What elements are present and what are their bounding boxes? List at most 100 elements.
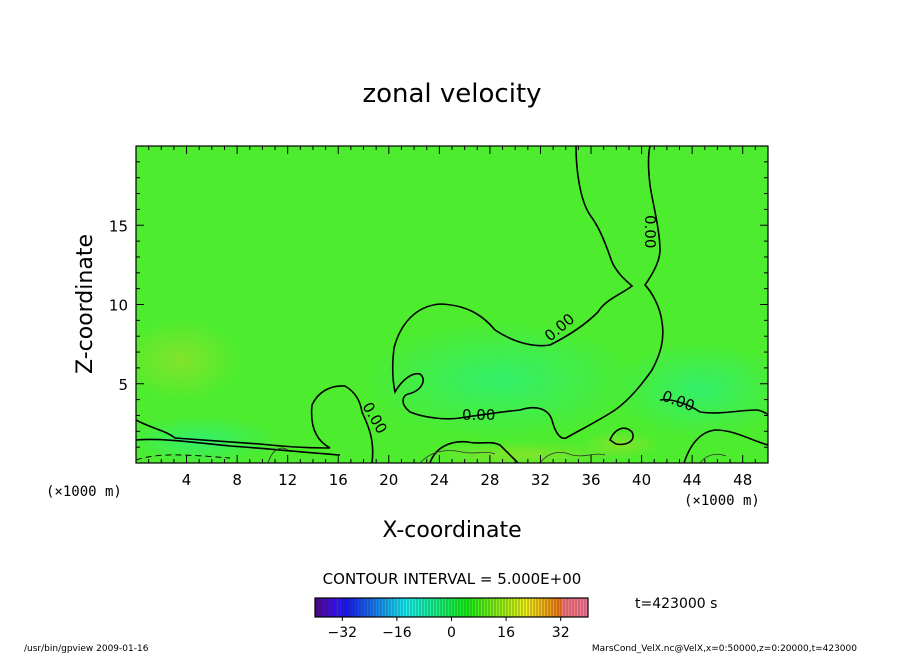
contour-label: 0.00 bbox=[462, 406, 495, 424]
colorbar-swatch bbox=[318, 598, 322, 617]
colorbar-swatch bbox=[339, 598, 343, 617]
colorbar-swatch bbox=[333, 598, 337, 617]
colorbar-swatch bbox=[573, 598, 577, 617]
thin-contours bbox=[267, 447, 727, 463]
x-units-left: (×1000 m) bbox=[46, 484, 122, 500]
colorbar-swatch bbox=[357, 598, 361, 617]
x-tick-label: 44 bbox=[683, 471, 702, 489]
negative-contour bbox=[136, 454, 231, 461]
colorbar-swatch bbox=[438, 598, 442, 617]
colorbar-swatch bbox=[429, 598, 433, 617]
colorbar-swatch bbox=[315, 598, 319, 617]
colorbar-swatch bbox=[567, 598, 571, 617]
colorbar-swatch bbox=[468, 598, 472, 617]
colorbar-swatch bbox=[375, 598, 379, 617]
colorbar-swatch bbox=[453, 598, 457, 617]
colorbar-swatch bbox=[399, 598, 403, 617]
x-tick-label: 36 bbox=[581, 471, 600, 489]
colorbar-swatch bbox=[564, 598, 568, 617]
colorbar-tick-label: −32 bbox=[328, 625, 358, 641]
colorbar-swatch bbox=[432, 598, 436, 617]
colorbar-swatch bbox=[459, 598, 463, 617]
colorbar-swatch bbox=[516, 598, 520, 617]
y-axis-label: Z-coordinate bbox=[73, 234, 98, 374]
footer-left: /usr/bin/gpview 2009-01-16 bbox=[24, 644, 149, 654]
colorbar-swatch bbox=[378, 598, 382, 617]
colorbar-swatch bbox=[342, 598, 346, 617]
colorbar-swatch bbox=[510, 598, 514, 617]
colorbar-swatch bbox=[489, 598, 493, 617]
zero-contours bbox=[136, 146, 768, 463]
colorbar-swatch bbox=[582, 598, 586, 617]
colorbar-swatch bbox=[444, 598, 448, 617]
colorbar-swatch bbox=[555, 598, 559, 617]
colorbar-swatch bbox=[465, 598, 469, 617]
colorbar-swatch bbox=[471, 598, 475, 617]
colorbar-swatch bbox=[558, 598, 562, 617]
colorbar-swatch bbox=[411, 598, 415, 617]
colorbar-swatch bbox=[402, 598, 406, 617]
colorbar-swatch bbox=[405, 598, 409, 617]
x-tick-label: 4 bbox=[182, 471, 192, 489]
colorbar-swatch bbox=[486, 598, 490, 617]
y-tick-label: 5 bbox=[118, 376, 128, 394]
colorbar-tick-label: −16 bbox=[382, 625, 412, 641]
colorbar-swatch bbox=[366, 598, 370, 617]
contour-interval: CONTOUR INTERVAL = 5.000E+00 bbox=[323, 570, 582, 588]
colorbar-swatch bbox=[408, 598, 412, 617]
x-axis-label: X-coordinate bbox=[382, 518, 521, 543]
colorbar-swatch bbox=[417, 598, 421, 617]
colorbar-swatch bbox=[576, 598, 580, 617]
colorbar-swatch bbox=[474, 598, 478, 617]
colorbar-swatch bbox=[345, 598, 349, 617]
y-tick-label: 10 bbox=[109, 297, 128, 315]
colorbar-swatch bbox=[324, 598, 328, 617]
x-tick-label: 40 bbox=[632, 471, 651, 489]
colorbar-swatch bbox=[585, 598, 589, 617]
y-axis-ticks: 5 10 15 bbox=[109, 161, 768, 448]
x-tick-label: 12 bbox=[278, 471, 297, 489]
colorbar-swatch bbox=[519, 598, 523, 617]
colorbar-swatch bbox=[360, 598, 364, 617]
colorbar-swatch bbox=[561, 598, 565, 617]
colorbar-swatch bbox=[531, 598, 535, 617]
colorbar-swatch bbox=[384, 598, 388, 617]
colorbar-swatch bbox=[462, 598, 466, 617]
colorbar-swatch bbox=[456, 598, 460, 617]
colorbar-swatch bbox=[528, 598, 532, 617]
colorbar-swatch bbox=[330, 598, 334, 617]
plot-area bbox=[136, 146, 768, 463]
colorbar-swatch bbox=[363, 598, 367, 617]
colorbar-swatch bbox=[552, 598, 556, 617]
colorbar-swatch bbox=[522, 598, 526, 617]
colorbar-swatch bbox=[393, 598, 397, 617]
colorbar-swatch bbox=[426, 598, 430, 617]
x-units-right: (×1000 m) bbox=[684, 493, 760, 509]
colorbar-swatch bbox=[540, 598, 544, 617]
colorbar-swatch bbox=[441, 598, 445, 617]
chart-title: zonal velocity bbox=[362, 79, 541, 109]
colorbar-swatch bbox=[435, 598, 439, 617]
colorbar-swatch bbox=[348, 598, 352, 617]
contour-label: 0.00 bbox=[641, 215, 659, 248]
colorbar-swatch bbox=[423, 598, 427, 617]
colorbar-swatch bbox=[498, 598, 502, 617]
colorbar-swatch bbox=[450, 598, 454, 617]
colorbar-swatch bbox=[321, 598, 325, 617]
colorbar-swatch bbox=[336, 598, 340, 617]
colorbar-swatch bbox=[579, 598, 583, 617]
x-tick-label: 28 bbox=[480, 471, 499, 489]
colorbar-swatch bbox=[387, 598, 391, 617]
x-axis-ticks: 4 8 12 16 20 24 28 32 36 40 44 48 bbox=[148, 146, 756, 489]
colorbar-swatch bbox=[327, 598, 331, 617]
colorbar-swatch bbox=[369, 598, 373, 617]
colorbar-swatch bbox=[525, 598, 529, 617]
colorbar-swatch bbox=[477, 598, 481, 617]
colorbar-swatch bbox=[414, 598, 418, 617]
colorbar-swatch bbox=[543, 598, 547, 617]
colorbar-swatch bbox=[504, 598, 508, 617]
x-tick-label: 48 bbox=[733, 471, 752, 489]
colorbar-swatch bbox=[507, 598, 511, 617]
colorbar-swatch bbox=[480, 598, 484, 617]
